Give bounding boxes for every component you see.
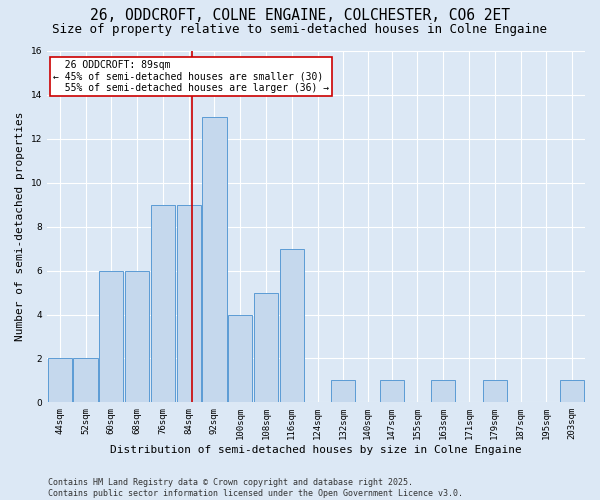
Bar: [254, 292, 278, 403]
Bar: [331, 380, 355, 402]
X-axis label: Distribution of semi-detached houses by size in Colne Engaine: Distribution of semi-detached houses by …: [110, 445, 522, 455]
Bar: [176, 204, 201, 402]
Bar: [380, 380, 404, 402]
Bar: [99, 270, 124, 402]
Bar: [560, 380, 584, 402]
Text: 26 ODDCROFT: 89sqm
← 45% of semi-detached houses are smaller (30)
  55% of semi-: 26 ODDCROFT: 89sqm ← 45% of semi-detache…: [53, 60, 329, 93]
Bar: [280, 248, 304, 402]
Bar: [151, 204, 175, 402]
Bar: [48, 358, 72, 403]
Text: Contains HM Land Registry data © Crown copyright and database right 2025.
Contai: Contains HM Land Registry data © Crown c…: [48, 478, 463, 498]
Bar: [482, 380, 507, 402]
Text: 26, ODDCROFT, COLNE ENGAINE, COLCHESTER, CO6 2ET: 26, ODDCROFT, COLNE ENGAINE, COLCHESTER,…: [90, 8, 510, 22]
Bar: [125, 270, 149, 402]
Bar: [73, 358, 98, 403]
Text: Size of property relative to semi-detached houses in Colne Engaine: Size of property relative to semi-detach…: [53, 22, 548, 36]
Y-axis label: Number of semi-detached properties: Number of semi-detached properties: [15, 112, 25, 342]
Bar: [202, 117, 227, 403]
Bar: [431, 380, 455, 402]
Bar: [228, 314, 253, 402]
